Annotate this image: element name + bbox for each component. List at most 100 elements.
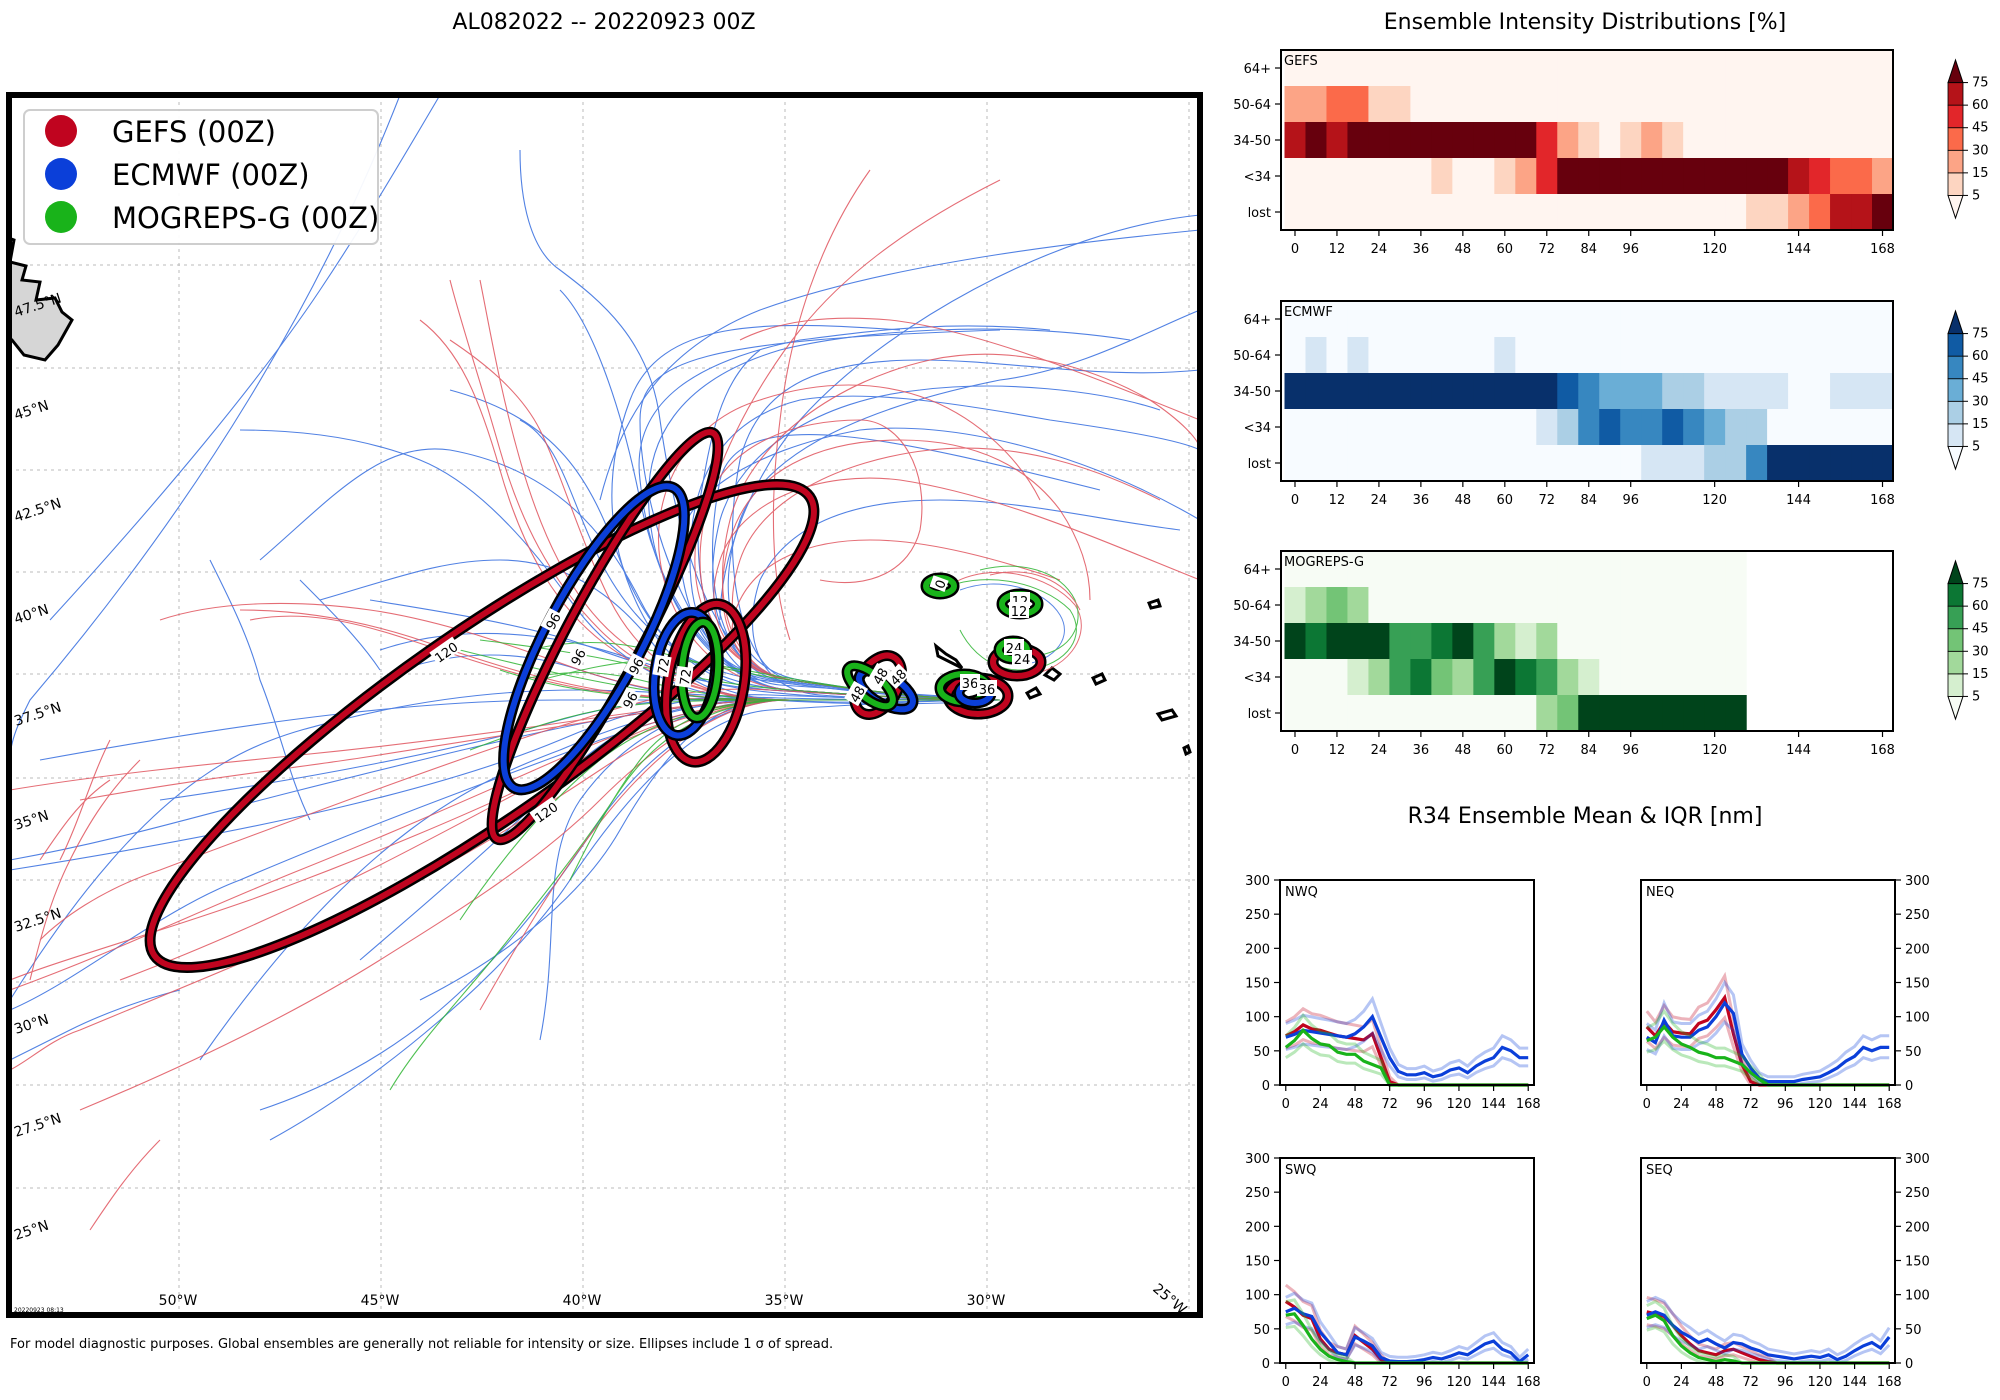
heat-cell [1725, 50, 1747, 87]
heat-cell [1599, 409, 1621, 446]
heat-cell [1872, 337, 1894, 374]
heat-cell [1557, 659, 1579, 696]
heat-cell [1599, 301, 1621, 338]
heat-cell [1641, 551, 1663, 588]
heat-cell [1620, 337, 1642, 374]
heat-cell [1347, 695, 1370, 732]
heat-cell [1830, 337, 1852, 374]
heat-cell [1452, 50, 1474, 87]
heat-cell [1851, 158, 1873, 195]
heat-cell [1368, 551, 1391, 588]
heat-cell [1494, 551, 1516, 588]
heat-cell [1515, 445, 1537, 482]
heat-cell [1473, 50, 1495, 87]
heat-cell [1410, 659, 1432, 696]
heat-cell [1347, 50, 1370, 87]
colorbar-label: 5 [1972, 689, 1980, 704]
heat-cell [1599, 50, 1621, 87]
heat-cell [1641, 122, 1663, 159]
r34-panel-swq: SWQ 0 50 100 150 200 250 300 0 24 48 72 96 120 144 168 [1245, 1152, 1540, 1390]
colorbar-label: 45 [1972, 121, 1989, 136]
heat-cell [1683, 659, 1705, 696]
colorbar-segment [1947, 355, 1964, 380]
heat-cell [1725, 409, 1747, 446]
heat-cell [1347, 623, 1370, 660]
heat-cell [1431, 409, 1453, 446]
heat-cell [1578, 50, 1600, 87]
heat-cell [1368, 50, 1391, 87]
r34-xtick-label: 24 [1673, 1375, 1690, 1390]
heat-cell [1704, 695, 1726, 732]
heat-cell [1851, 373, 1873, 410]
r34-bg [1641, 880, 1895, 1085]
heat-cell [1536, 551, 1558, 588]
heat-cell [1473, 373, 1495, 410]
heat-cell [1389, 623, 1411, 660]
heat-cell [1284, 409, 1307, 446]
land [9, 236, 1192, 757]
heat-cell [1662, 158, 1684, 195]
intensity-heatmaps: GEFS 64+ 50-64 34-50 <34 lost 0 12 24 36 48 60 72 84 9… [1233, 49, 1989, 758]
heat-row-label: 64+ [1244, 313, 1271, 328]
heat-cell [1368, 158, 1391, 195]
heat-cell [1851, 86, 1873, 123]
heat-cell [1410, 445, 1432, 482]
legend-label-gefs: GEFS (00Z) [112, 115, 276, 149]
heat-cell [1515, 86, 1537, 123]
r34-ytick-label: 100 [1245, 1289, 1270, 1304]
r34-ytick-label: 200 [1245, 942, 1270, 957]
r34-xtick-label: 120 [1808, 1097, 1833, 1112]
lon-label: 50°W [159, 1293, 198, 1309]
heat-cell [1452, 373, 1474, 410]
r34-ytick-label: 0 [1905, 1079, 1913, 1094]
heat-cell [1641, 301, 1663, 338]
heat-cell [1515, 301, 1537, 338]
heat-xtick-label: 120 [1702, 743, 1727, 758]
heat-cell [1431, 86, 1453, 123]
heat-cell [1662, 194, 1684, 231]
heatmap-gefs: GEFS 64+ 50-64 34-50 <34 lost 0 12 24 36 48 60 72 84 9… [1233, 49, 1989, 257]
heat-cell [1683, 194, 1705, 231]
heat-cell [1557, 695, 1579, 732]
heat-cell [1872, 409, 1894, 446]
map-legend: GEFS (00Z) ECMWF (00Z) MOGREPS-G (00Z) [23, 109, 379, 245]
iqr-high-ecmwf [1285, 995, 1529, 1073]
colorbar-segment [1947, 127, 1964, 151]
r34-ytick-label: 200 [1905, 942, 1930, 957]
heat-cell [1641, 337, 1663, 374]
heat-cell [1536, 301, 1558, 338]
heat-cell [1683, 551, 1705, 588]
heat-cell [1557, 158, 1579, 195]
heat-cell [1641, 695, 1663, 732]
r34-xtick-label: 96 [1777, 1097, 1794, 1112]
r34-ytick-label: 150 [1245, 977, 1270, 992]
hour-label-24b: 24 [1014, 653, 1031, 668]
heat-cell [1809, 158, 1831, 195]
heat-cell [1494, 623, 1516, 660]
heat-cell [1662, 122, 1684, 159]
ellipse-hour-labels: 120 120 96 96 96 96 72 72 48 48 48 36 36… [429, 575, 1032, 826]
heat-cell [1494, 122, 1516, 159]
heat-xtick-label: 72 [1539, 743, 1556, 758]
colorbar-label: 60 [1972, 98, 1989, 113]
iqr-low-ecmwf [1285, 1030, 1529, 1083]
r34-bg [1280, 1158, 1534, 1363]
heat-cell [1809, 301, 1831, 338]
heat-cell [1830, 301, 1852, 338]
colorbar-segment [1947, 650, 1964, 675]
heat-cell [1683, 158, 1705, 195]
heat-cell [1641, 158, 1663, 195]
r34-xtick-label: 0 [1643, 1375, 1651, 1390]
heat-xtick-label: 144 [1786, 242, 1811, 257]
heat-cell [1662, 86, 1684, 123]
heatmap-ecmwf: ECMWF 64+ 50-64 34-50 <34 lost 0 12 24 36 48 60 72 84… [1233, 300, 1989, 508]
heat-cell [1305, 659, 1328, 696]
heat-cell [1851, 409, 1873, 446]
heat-cell [1599, 445, 1621, 482]
heat-cell [1347, 194, 1370, 231]
heat-cell [1410, 695, 1432, 732]
heat-cell [1326, 445, 1349, 482]
heat-cell [1305, 50, 1328, 87]
heat-cell [1305, 158, 1328, 195]
